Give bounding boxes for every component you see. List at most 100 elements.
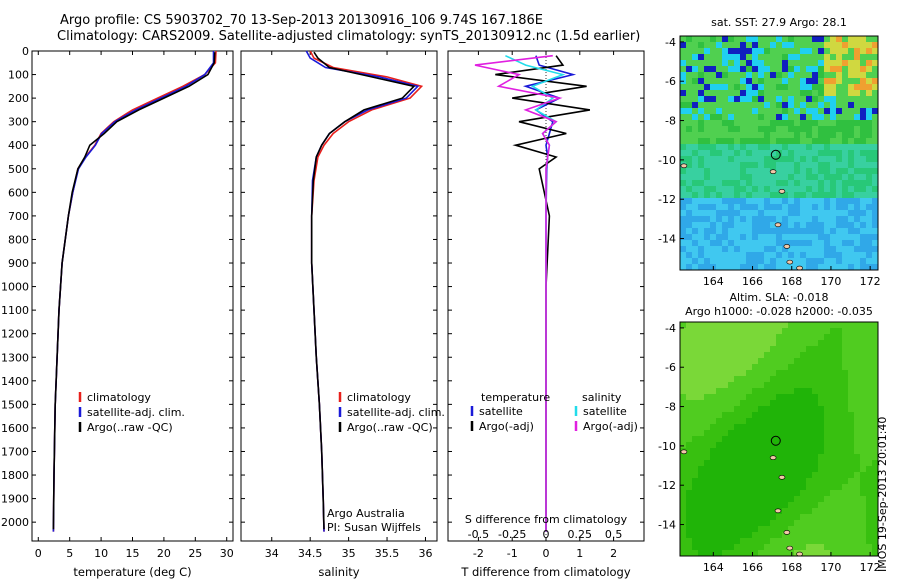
map-cell: [866, 508, 872, 514]
map-cell: [752, 84, 758, 90]
map-cell: [722, 48, 728, 54]
map-cell: [854, 114, 860, 120]
map-cell: [764, 132, 770, 138]
map-cell: [830, 60, 836, 66]
map-cell: [836, 186, 842, 192]
map-cell: [800, 388, 806, 394]
map-cell: [698, 382, 704, 388]
map-cell: [782, 412, 788, 418]
map-cell: [782, 84, 788, 90]
map-cell: [776, 108, 782, 114]
map-cell: [782, 204, 788, 210]
map-cell: [854, 376, 860, 382]
map-cell: [836, 210, 842, 216]
map-cell: [788, 364, 794, 370]
map-cell: [692, 126, 698, 132]
map-cell: [734, 364, 740, 370]
map-cell: [872, 520, 878, 526]
map-cell: [758, 538, 764, 544]
map-cell: [788, 120, 794, 126]
map-cell: [800, 526, 806, 532]
map-cell: [872, 544, 878, 550]
map-cell: [866, 144, 872, 150]
map-cell: [800, 442, 806, 448]
map-cell: [818, 138, 824, 144]
map-cell: [806, 192, 812, 198]
map-cell: [758, 264, 764, 270]
map-cell: [770, 84, 776, 90]
map-cell: [710, 132, 716, 138]
map-cell: [698, 496, 704, 502]
y-tick-label: 1700: [1, 445, 29, 458]
map-cell: [752, 454, 758, 460]
map-cell: [710, 150, 716, 156]
map-cell: [794, 246, 800, 252]
map-cell: [746, 246, 752, 252]
map-cell: [692, 508, 698, 514]
map-cell: [722, 252, 728, 258]
map-cell: [770, 550, 776, 556]
map-cell: [812, 478, 818, 484]
map-cell: [830, 376, 836, 382]
map-cell: [830, 126, 836, 132]
map-cell: [770, 430, 776, 436]
map-cell: [722, 144, 728, 150]
map-cell: [722, 370, 728, 376]
map-cell: [872, 48, 878, 54]
map-cell: [710, 162, 716, 168]
map-cell: [716, 102, 722, 108]
map-cell: [758, 514, 764, 520]
map-cell: [764, 538, 770, 544]
map-cell: [830, 138, 836, 144]
map-cell: [782, 508, 788, 514]
map-cell: [704, 258, 710, 264]
map-cell: [794, 48, 800, 54]
map-cell: [710, 42, 716, 48]
map-cell: [806, 180, 812, 186]
map-cell: [710, 156, 716, 162]
map-cell: [854, 478, 860, 484]
map-cell: [710, 526, 716, 532]
map-cell: [776, 382, 782, 388]
map-cell: [836, 252, 842, 258]
map-cell: [770, 258, 776, 264]
map-cell: [704, 42, 710, 48]
map-cell: [866, 210, 872, 216]
map-cell: [842, 382, 848, 388]
map-cell: [698, 544, 704, 550]
map-cell: [788, 430, 794, 436]
map-cell: [788, 352, 794, 358]
map-cell: [812, 222, 818, 228]
map-cell: [794, 216, 800, 222]
map-cell: [860, 520, 866, 526]
map-cell: [860, 174, 866, 180]
map-cell: [710, 496, 716, 502]
map-cell: [830, 370, 836, 376]
map-cell: [812, 48, 818, 54]
map-cell: [716, 406, 722, 412]
map-cell: [824, 54, 830, 60]
map-cell: [842, 460, 848, 466]
map-cell: [776, 216, 782, 222]
map-cell: [836, 502, 842, 508]
map-cell: [764, 246, 770, 252]
map-cell: [818, 490, 824, 496]
map-cell: [794, 364, 800, 370]
map-cell: [806, 156, 812, 162]
map-cell: [704, 358, 710, 364]
map-cell: [764, 102, 770, 108]
map-cell: [716, 418, 722, 424]
map-cell: [800, 478, 806, 484]
map-cell: [806, 352, 812, 358]
map-cell: [704, 376, 710, 382]
map-cell: [740, 334, 746, 340]
map-cell: [776, 334, 782, 340]
map-cell: [752, 132, 758, 138]
map-cell: [734, 186, 740, 192]
legend-title-temperature: temperature: [481, 391, 550, 404]
map-cell: [710, 406, 716, 412]
map-cell: [842, 520, 848, 526]
map-cell: [716, 54, 722, 60]
map-cell: [686, 252, 692, 258]
map-cell: [752, 54, 758, 60]
